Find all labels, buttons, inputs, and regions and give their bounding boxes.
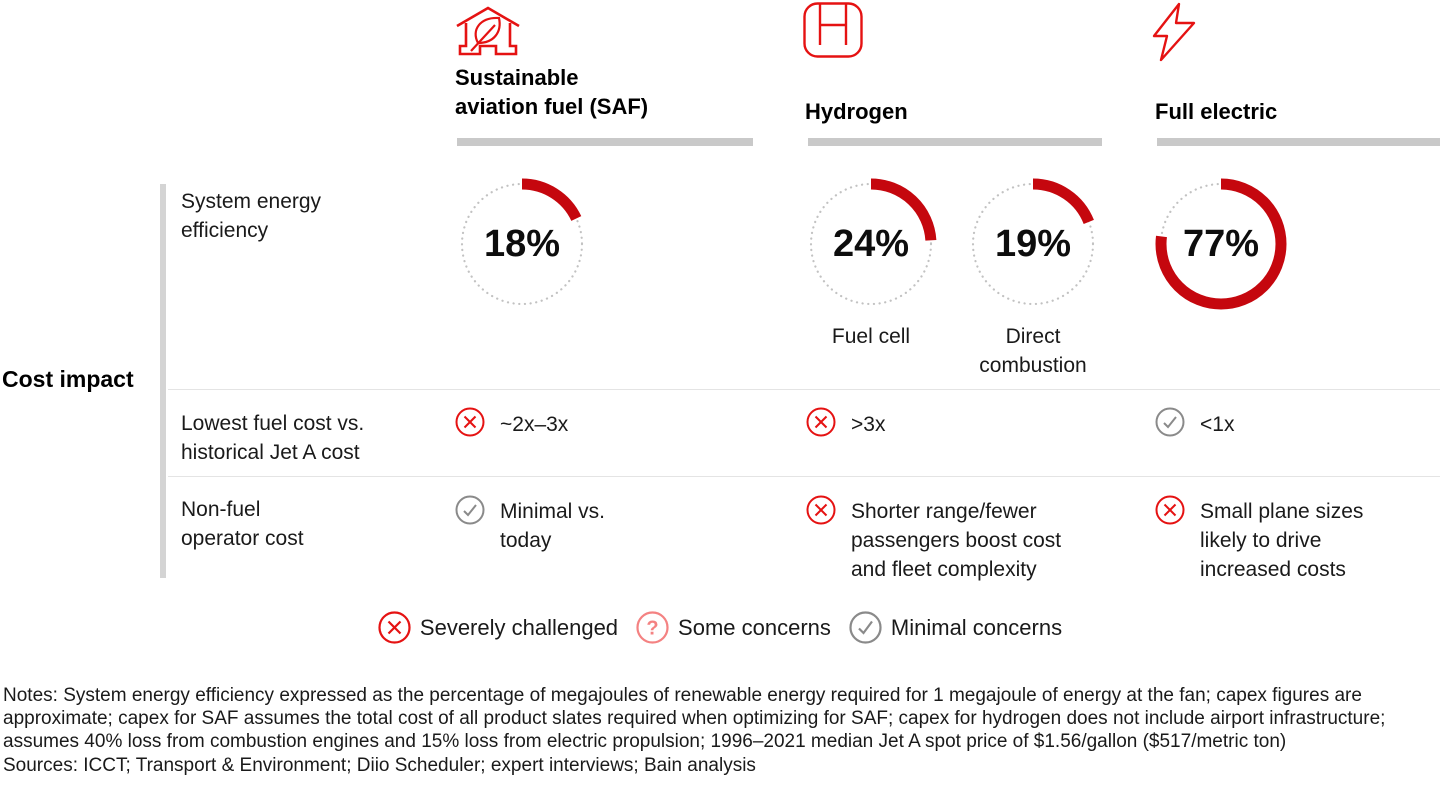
column-title-saf: Sustainable aviation fuel (SAF): [455, 65, 649, 119]
legend-item-some-concerns: ? Some concerns: [636, 611, 831, 644]
row-label-fuel-cost: Lowest fuel cost vs. historical Jet A co…: [181, 412, 365, 464]
severely-challenged-icon: [455, 407, 485, 437]
lightning-icon: [1152, 2, 1196, 62]
donut-value-direct-combustion: 19%: [994, 222, 1072, 265]
row-divider: [168, 476, 1440, 477]
legend-label: Some concerns: [678, 614, 831, 640]
severely-challenged-icon: [378, 611, 411, 644]
question-glyph: ?: [646, 618, 658, 640]
cell-operator-cost-hydrogen: Shorter range/fewer passengers boost cos…: [851, 500, 1062, 581]
severely-challenged-icon: [806, 407, 836, 437]
donut-value-fuel-cell: 24%: [832, 222, 910, 265]
column-title-hydrogen: Hydrogen: [805, 99, 908, 124]
hydrogen-icon: [803, 2, 863, 58]
some-concerns-icon: ?: [636, 611, 669, 644]
row-label-efficiency: System energy efficiency: [181, 190, 322, 242]
sources-text: Sources: ICCT; Transport & Environment; …: [3, 754, 756, 776]
donut-svg: [456, 178, 588, 310]
donut-svg: [805, 178, 937, 310]
legend: Severely challenged ? Some concerns Mini…: [0, 611, 1440, 644]
row-group-bracket-bar: [160, 184, 166, 578]
cell-fuel-cost-hydrogen: >3x: [851, 413, 886, 436]
legend-label: Severely challenged: [419, 614, 619, 640]
donut-gauge-saf: 18%: [454, 176, 590, 312]
donut-svg: [1155, 178, 1287, 310]
donut-value-saf: 18%: [483, 222, 561, 265]
footnotes: Notes: System energy efficiency expresse…: [3, 684, 1440, 777]
cell-operator-cost-electric: Small plane sizes likely to drive increa…: [1200, 500, 1364, 581]
row-divider: [168, 389, 1440, 390]
row-label-operator-cost: Non-fuel operator cost: [181, 498, 304, 550]
donut-value-electric: 77%: [1182, 222, 1260, 265]
column-underline-hydrogen: [808, 138, 1102, 146]
legend-label: Minimal concerns: [890, 614, 1063, 640]
minimal-concerns-icon: [849, 611, 882, 644]
column-title-electric: Full electric: [1155, 99, 1278, 124]
minimal-concerns-icon: [1155, 407, 1185, 437]
donut-gauge-fuel-cell: 24%: [803, 176, 939, 312]
severely-challenged-icon: [806, 495, 836, 525]
donut-sublabel-fuel-cell: Fuel cell: [831, 325, 911, 348]
notes-text: Notes: System energy efficiency expresse…: [3, 685, 1386, 753]
donut-sublabel-direct-combustion: Direct combustion: [979, 325, 1087, 377]
donut-svg: [967, 178, 1099, 310]
donut-gauge-electric: 77%: [1153, 176, 1289, 312]
minimal-concerns-icon: [455, 495, 485, 525]
legend-item-severely-challenged: Severely challenged: [378, 611, 618, 644]
cell-operator-cost-saf: Minimal vs. today: [500, 500, 606, 552]
eco-house-icon: [456, 6, 520, 56]
column-underline-electric: [1157, 138, 1440, 146]
cell-fuel-cost-electric: <1x: [1200, 413, 1235, 436]
row-group-label: Cost impact: [2, 366, 134, 392]
legend-item-minimal-concerns: Minimal concerns: [849, 611, 1062, 644]
donut-gauge-direct-combustion: 19%: [965, 176, 1101, 312]
column-underline-saf: [457, 138, 753, 146]
severely-challenged-icon: [1155, 495, 1185, 525]
cell-fuel-cost-saf: ~2x–3x: [500, 413, 569, 436]
